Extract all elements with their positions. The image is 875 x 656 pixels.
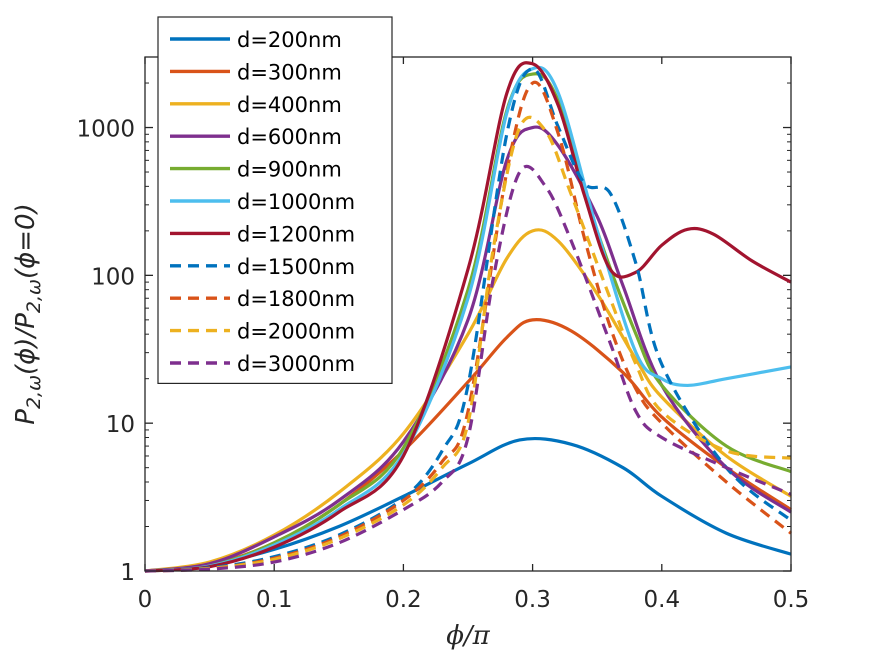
y-axis: 1 10 100 1000 (76, 56, 791, 586)
legend-label: d=2000nm (237, 320, 355, 344)
x-tick-label: 0.4 (644, 587, 681, 613)
y-tick-label: 10 (106, 412, 135, 438)
y-axis-label: P2,ω(ϕ)/P2,ω(ϕ=0) (11, 203, 45, 424)
x-axis: 0 0.1 0.2 0.3 0.4 0.5 (138, 57, 810, 613)
y-tick-label: 1 (120, 560, 135, 586)
series-layer (144, 61, 793, 573)
legend-label: d=300nm (237, 60, 342, 84)
legend-label: d=200nm (237, 28, 342, 52)
legend-label: d=1000nm (237, 190, 355, 214)
legend-label: d=400nm (237, 93, 342, 117)
x-tick-label: 0 (138, 587, 153, 613)
series-line-d-2000nm (144, 115, 792, 573)
legend-label: d=1500nm (237, 255, 355, 279)
y-tick-label: 1000 (76, 117, 135, 143)
plot-frame (144, 56, 792, 572)
x-tick-label: 0.5 (773, 587, 810, 613)
series-line-d-400nm (144, 228, 792, 573)
x-tick-label: 0.3 (514, 587, 551, 613)
series-line-d-1500nm (144, 67, 793, 573)
x-tick-label: 0.2 (385, 587, 422, 613)
legend-label: d=900nm (237, 158, 342, 182)
x-axis-label: ϕ/π (446, 621, 490, 651)
legend-label: d=1800nm (237, 287, 355, 311)
legend-label: d=600nm (237, 125, 342, 149)
series-line-d-1800nm (144, 80, 792, 573)
series-line-d-1200nm (144, 61, 792, 573)
y-tick-label: 100 (91, 264, 135, 290)
series-line-d-3000nm (144, 164, 792, 573)
x-tick-label: 0.1 (256, 587, 293, 613)
legend-label: d=1200nm (237, 222, 355, 246)
legend: d=200nm d=300nm d=400nm d=600nm d=900nm d=100… (157, 16, 393, 384)
legend-label: d=3000nm (237, 352, 355, 376)
